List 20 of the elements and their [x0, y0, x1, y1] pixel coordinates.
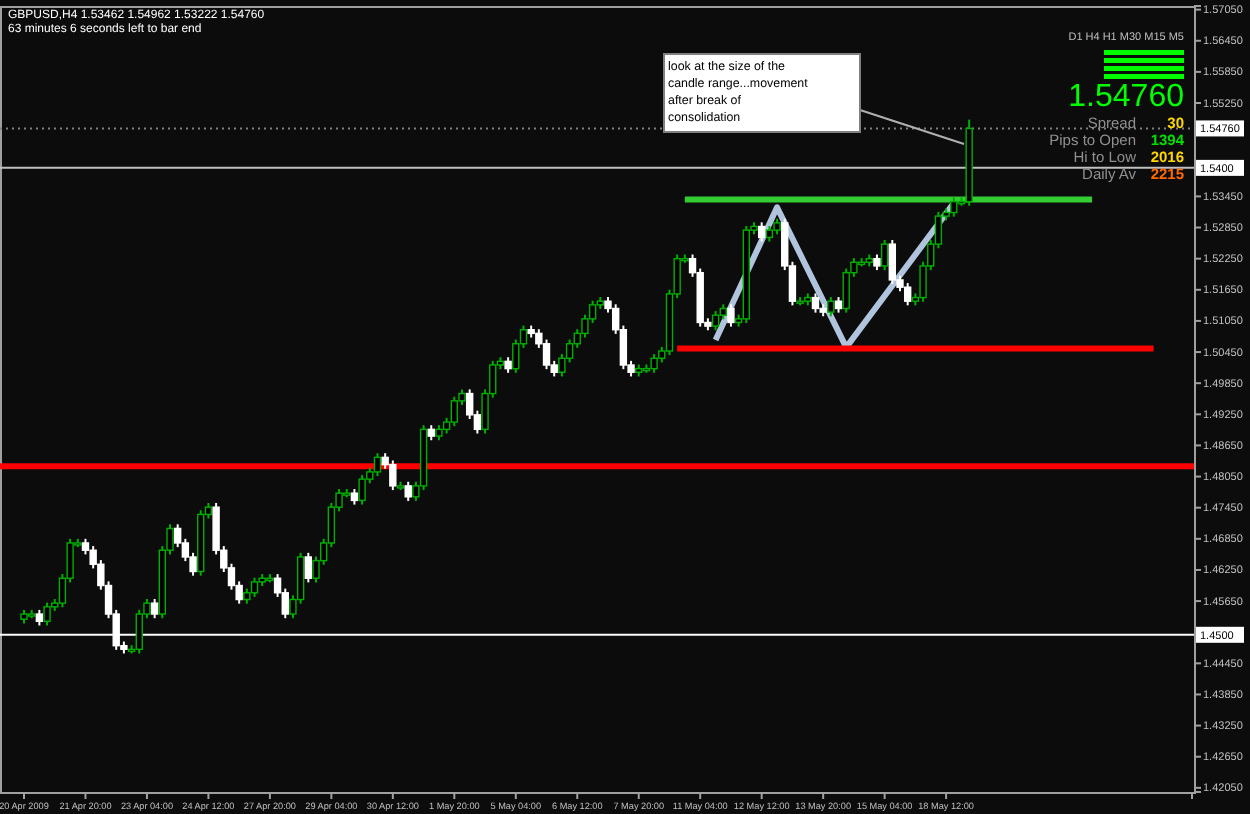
candlestick — [950, 196, 958, 218]
candlestick — [711, 310, 720, 332]
candlestick — [404, 480, 412, 502]
candlestick — [811, 292, 820, 314]
candlestick — [903, 282, 912, 307]
candlestick — [358, 474, 366, 506]
candlestick — [880, 238, 889, 272]
candlestick — [757, 221, 766, 243]
candlestick — [827, 296, 835, 318]
candlestick — [450, 395, 459, 428]
candlestick — [888, 238, 897, 286]
candlestick — [389, 459, 397, 492]
candlestick — [373, 452, 382, 478]
annotation: 1.54760 — [1068, 80, 1185, 114]
candlestick — [650, 353, 658, 374]
candlestick — [150, 598, 159, 620]
candlestick — [304, 551, 313, 584]
candlestick — [727, 303, 735, 328]
candlestick — [250, 576, 259, 598]
candlestick — [43, 601, 51, 627]
